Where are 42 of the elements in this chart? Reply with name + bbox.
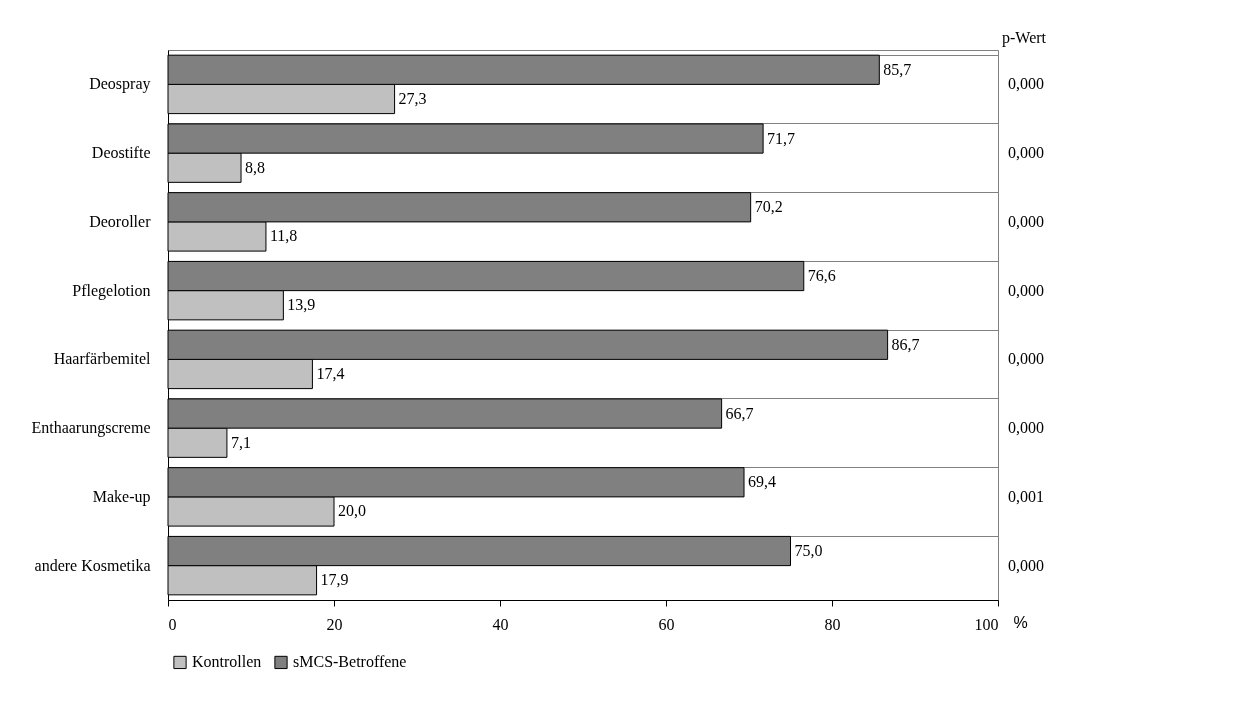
data-label: 27,3	[398, 89, 427, 107]
text: 0,000	[1008, 350, 1044, 368]
legend-label: Kontrollen	[192, 653, 262, 671]
y-tick-label: Deoroller	[89, 212, 152, 230]
y-tick-label: Make-up	[92, 487, 151, 506]
text: 0,000	[1008, 556, 1044, 574]
y-tick-label: Deospray	[89, 75, 151, 94]
x-tick-label: 100	[974, 615, 999, 633]
data-label: 7,1	[230, 433, 251, 451]
data-label: 70,2	[754, 198, 783, 216]
x-axis-title: %	[1013, 613, 1028, 631]
y-tick-label: Pflegelotion	[72, 281, 151, 300]
data-label: 69,4	[748, 473, 777, 491]
text: 0,000	[1008, 212, 1044, 230]
data-label: 11,8	[269, 227, 298, 245]
text: 0,001	[1008, 487, 1044, 505]
data-label: 86,7	[891, 335, 920, 353]
data-label: 75,0	[794, 542, 823, 560]
y-tick-label: Deostifte	[91, 144, 151, 162]
data-label: 66,7	[725, 404, 754, 422]
x-tick-label: 20	[326, 615, 343, 633]
text: 0,000	[1008, 281, 1044, 299]
y-tick-label: andere Kosmetika	[34, 556, 151, 574]
y-tick-label: Haarfärbemitel	[53, 350, 152, 368]
x-tick-label: 40	[492, 615, 509, 633]
text: p-Wert	[1002, 29, 1047, 47]
data-label: 71,7	[767, 129, 796, 147]
data-label: 76,6	[807, 267, 836, 285]
text: 0,000	[1008, 75, 1044, 93]
data-label: 17,4	[316, 364, 345, 382]
data-label: 85,7	[883, 60, 912, 78]
text: 0,000	[1008, 144, 1044, 162]
data-label: 20,0	[338, 502, 366, 520]
x-tick-label: 60	[658, 615, 675, 633]
data-label: 17,9	[320, 571, 349, 589]
x-tick-label: 0	[168, 615, 177, 633]
text: 0,000	[1008, 419, 1044, 437]
x-tick-label: 80	[824, 615, 841, 633]
data-label: 13,9	[287, 296, 316, 314]
legend-label: sMCS-Betroffene	[293, 653, 407, 671]
y-tick-label: Enthaarungscreme	[31, 419, 151, 438]
data-label: 8,8	[245, 158, 266, 176]
